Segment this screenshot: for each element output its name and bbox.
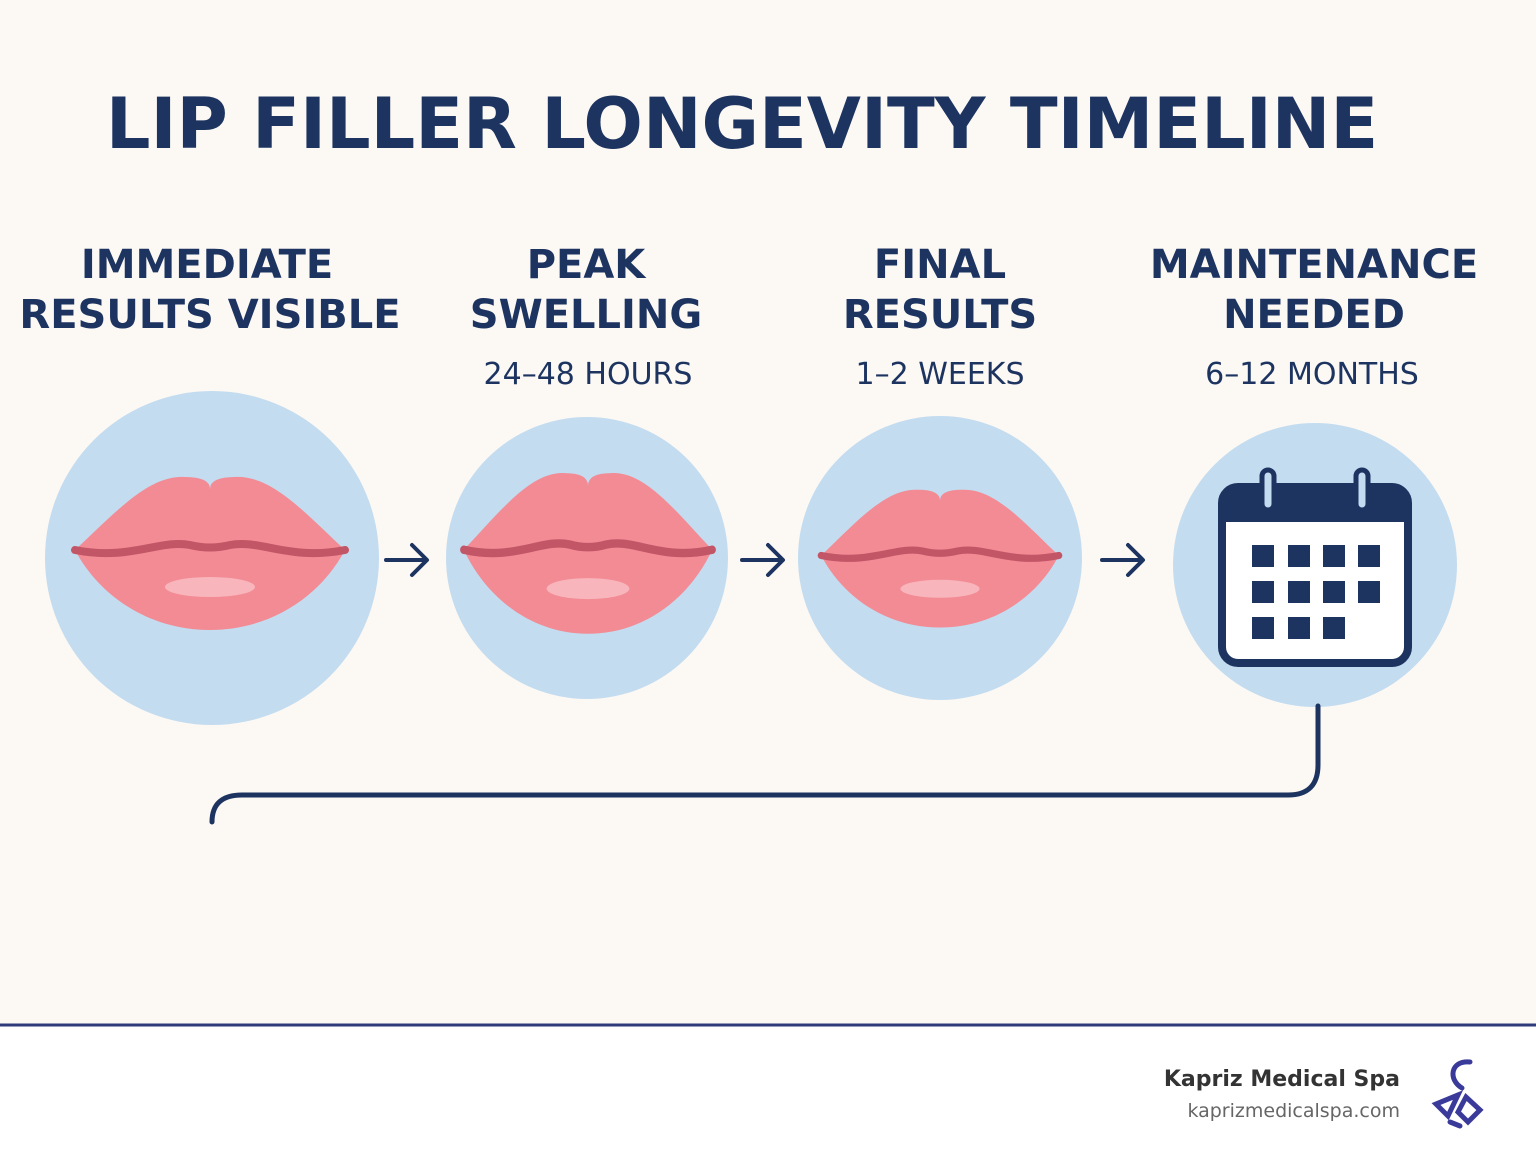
arrow xyxy=(740,543,785,577)
step-title: RESULTS xyxy=(843,292,1037,338)
logo xyxy=(1431,1059,1484,1129)
step-title: MAINTENANCE xyxy=(1150,242,1478,288)
step-title: FINAL xyxy=(874,242,1006,288)
step-title: PEAK xyxy=(527,242,648,288)
step-duration: 6–12 MONTHS xyxy=(1205,357,1419,392)
arrow xyxy=(384,543,429,577)
calendar-icon xyxy=(1218,467,1412,667)
title: LIP FILLER LONGEVITY TIMELINE xyxy=(106,83,1378,165)
arrow xyxy=(1100,543,1145,577)
url: kaprizmedicalspa.com xyxy=(1187,1100,1400,1122)
step-title: IMMEDIATE xyxy=(81,242,333,288)
step-title: RESULTS VISIBLE xyxy=(19,292,400,338)
step-title: NEEDED xyxy=(1223,292,1405,338)
footer-bg xyxy=(0,1025,1536,1154)
step-duration: 24–48 HOURS xyxy=(484,357,693,392)
brand: Kapriz Medical Spa xyxy=(1164,1067,1400,1092)
step-title: SWELLING xyxy=(470,292,702,338)
step-duration: 1–2 WEEKS xyxy=(856,357,1025,392)
connector xyxy=(209,703,1321,825)
